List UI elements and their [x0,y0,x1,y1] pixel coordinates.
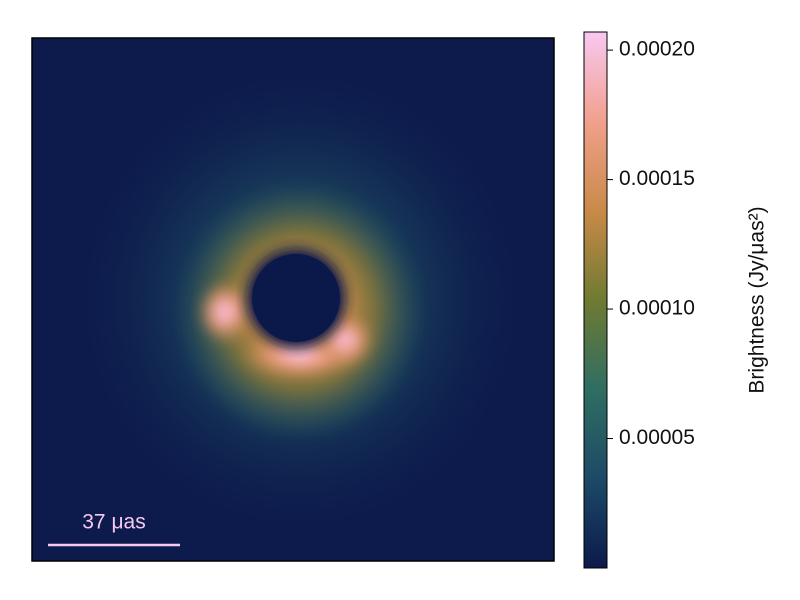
image [32,38,554,561]
scale-bar-label: 37 μas [82,511,145,534]
colorbar-tick-label: 0.00015 [619,167,695,190]
image-frame [31,37,555,562]
colorbar-tick-label: 0.00010 [619,297,695,320]
colorbar [583,31,608,569]
colorbar-tick-label: 0.00005 [619,426,695,449]
colorbar-label: Brightness (Jy/μas²) [746,206,769,393]
colorbar-tick-label: 0.00020 [619,38,695,61]
